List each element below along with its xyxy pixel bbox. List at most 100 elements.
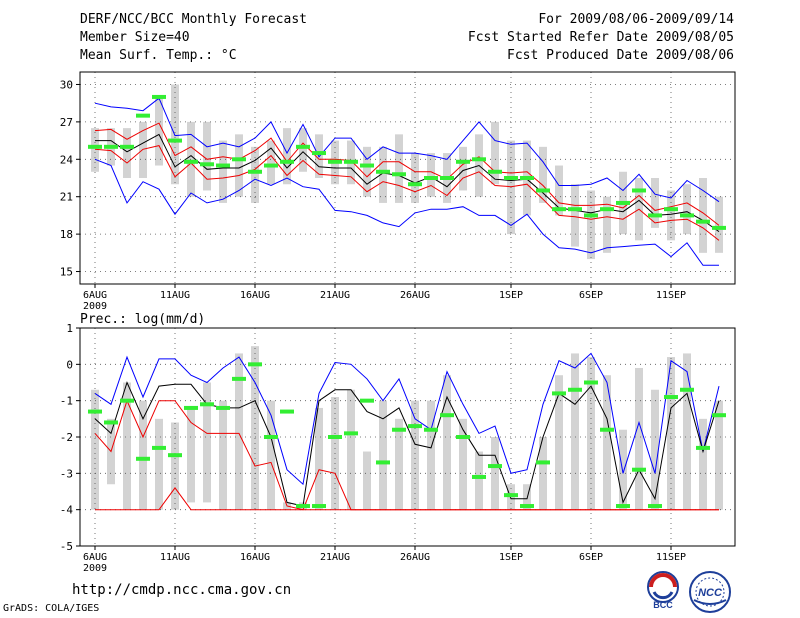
range-box: [235, 134, 243, 197]
x-tick-label: 16AUG: [240, 290, 270, 301]
marker: [536, 188, 550, 193]
marker: [168, 453, 182, 458]
range-box: [395, 134, 403, 203]
range-box: [123, 128, 131, 178]
marker: [264, 435, 278, 439]
marker: [680, 213, 694, 218]
marker: [360, 398, 374, 403]
marker: [696, 445, 710, 450]
y-tick-label: 18: [60, 228, 73, 241]
range-box: [651, 178, 659, 228]
range-box: [683, 184, 691, 235]
series-line-mean: [95, 133, 720, 233]
range-box: [139, 400, 147, 510]
x-tick-label: 26AUG: [400, 290, 430, 301]
marker: [104, 420, 118, 425]
marker: [520, 176, 534, 180]
forecast-produced-date: Fcst Produced Date 2009/08/06: [507, 48, 734, 63]
range-box: [363, 146, 371, 197]
range-box: [91, 128, 99, 172]
marker: [664, 207, 678, 212]
range-box: [155, 96, 163, 166]
x-tick-label: 6AUG: [83, 552, 107, 563]
range-box: [539, 437, 547, 510]
marker: [488, 169, 502, 174]
range-box: [411, 400, 419, 510]
marker: [712, 225, 726, 230]
marker: [296, 144, 310, 149]
range-box: [555, 375, 563, 510]
range-box: [635, 367, 643, 510]
range-box: [651, 389, 659, 510]
range-box: [155, 418, 163, 510]
range-box: [571, 184, 579, 247]
series-line-upper: [94, 122, 720, 226]
x-tick-label: 1SEP: [499, 290, 523, 301]
range-box: [315, 407, 323, 510]
source-url[interactable]: http://cmdp.ncc.cma.gov.cn: [72, 582, 292, 598]
marker: [568, 207, 582, 212]
x-tick-label: 11AUG: [160, 552, 190, 563]
marker: [472, 474, 486, 479]
range-box: [379, 146, 387, 203]
range-box: [219, 400, 227, 510]
variable-label: Mean Surf. Temp.: °C: [80, 48, 237, 63]
marker: [104, 144, 118, 149]
range-box: [603, 375, 611, 510]
marker: [712, 413, 726, 418]
marker: [584, 213, 598, 218]
marker: [456, 435, 470, 439]
marker: [424, 176, 438, 180]
marker: [632, 188, 646, 193]
range-box: [251, 146, 259, 203]
marker: [184, 159, 198, 164]
marker: [152, 445, 166, 450]
range-box: [299, 128, 307, 172]
marker: [216, 163, 230, 168]
marker: [232, 376, 246, 381]
marker: [120, 144, 134, 149]
marker: [536, 460, 550, 465]
range-box: [251, 346, 259, 510]
range-box: [443, 375, 451, 510]
y-tick-label: -1: [60, 395, 73, 408]
marker: [328, 159, 342, 164]
marker: [376, 169, 390, 174]
marker: [552, 391, 566, 396]
marker: [504, 493, 518, 498]
range-box: [235, 353, 243, 510]
range-box: [715, 196, 723, 253]
range-box: [427, 400, 435, 510]
range-box: [123, 382, 131, 510]
precip-panel-title: Prec.: log(mm/d): [80, 312, 205, 327]
marker: [136, 113, 150, 118]
range-box: [715, 400, 723, 510]
bcc-logo: BCC: [640, 570, 686, 614]
marker: [616, 200, 630, 205]
range-box: [475, 451, 483, 510]
range-box: [395, 418, 403, 510]
marker: [472, 157, 486, 162]
marker: [344, 431, 358, 436]
marker: [216, 405, 230, 410]
y-tick-label: 15: [60, 266, 73, 279]
marker: [456, 159, 470, 164]
y-tick-label: 24: [60, 153, 74, 166]
marker: [200, 402, 214, 407]
range-box: [283, 128, 291, 185]
marker: [648, 504, 662, 509]
y-tick-label: 21: [60, 191, 73, 204]
range-box: [347, 389, 355, 510]
marker: [136, 456, 150, 461]
marker: [632, 467, 646, 472]
range-box: [683, 353, 691, 510]
x-tick-label: 26AUG: [400, 552, 430, 563]
ncc-logo: NCC: [686, 570, 734, 618]
range-box: [571, 353, 579, 510]
x-tick-label: 11SEP: [656, 290, 686, 301]
range-box: [459, 146, 467, 191]
range-box: [427, 153, 435, 197]
marker: [520, 504, 534, 509]
forecast-start-date: Fcst Started Refer Date 2009/08/05: [467, 30, 734, 45]
